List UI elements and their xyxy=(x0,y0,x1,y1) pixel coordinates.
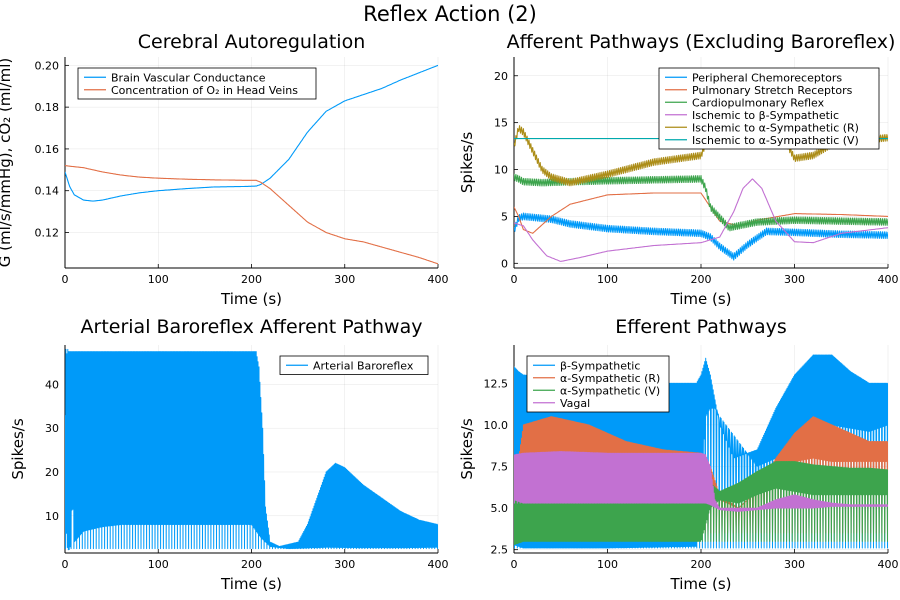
legend: Arterial Baroreflex xyxy=(279,355,429,375)
panel-3: Arterial Baroreflex Afferent Pathway 0 100… xyxy=(9,316,449,593)
x-axis-label: Time (s) xyxy=(220,575,282,593)
y-tick-label: 20 xyxy=(494,70,508,83)
panel-2: Afferent Pathways (Excluding Baroreflex)… xyxy=(458,31,899,308)
x-tick-label: 400 xyxy=(878,558,899,571)
y-tick-label: 2.5 xyxy=(491,544,509,557)
legend-entry: α-Sympathetic (R) xyxy=(560,372,660,385)
series-line-2 xyxy=(514,192,888,234)
y-tick-label: 0.14 xyxy=(35,185,60,198)
legend-box xyxy=(279,355,429,375)
y-tick-label: 12.5 xyxy=(484,377,509,390)
x-tick-label: 100 xyxy=(148,273,169,286)
x-axis-label: Time (s) xyxy=(670,575,732,593)
panel-1: Cerebral Autoregulation 0 100 200 300 400 0.12… xyxy=(0,31,449,308)
series-group xyxy=(65,64,438,265)
x-tick-label: 0 xyxy=(511,558,518,571)
series-line-4 xyxy=(514,451,888,512)
panel-4: Efferent Pathways 0 100 200 300 400 2.5 5.0 7.5 1… xyxy=(458,316,899,593)
series-group xyxy=(65,348,438,551)
y-tick-label: 0.20 xyxy=(35,59,60,72)
y-tick-label: 5 xyxy=(501,210,508,223)
y-axis-label: Spikes/s xyxy=(9,418,27,479)
series-group xyxy=(514,354,888,549)
y-tick-label: 10.0 xyxy=(484,419,509,432)
legend-box xyxy=(658,67,880,150)
panel-title: Afferent Pathways (Excluding Baroreflex) xyxy=(507,31,896,53)
legend-entry: Brain Vascular Conductance xyxy=(111,71,266,84)
panel-title: Cerebral Autoregulation xyxy=(138,31,366,53)
legend-entry: Arterial Baroreflex xyxy=(313,359,414,372)
y-tick-label: 7.5 xyxy=(491,460,509,473)
x-axis-label: Time (s) xyxy=(220,290,282,308)
legend-entry: Ischemic to β-Sympathetic xyxy=(692,109,839,122)
legend-entry: Vagal xyxy=(560,397,590,410)
y-axis-label: G (ml/s/mmHg), cO₂ (ml/ml) xyxy=(0,58,14,268)
x-tick-label: 400 xyxy=(428,273,449,286)
x-tick-label: 200 xyxy=(691,558,712,571)
y-tick-label: 15 xyxy=(494,117,508,130)
legend-entry: β-Sympathetic xyxy=(560,359,640,372)
figure-title: Reflex Action (2) xyxy=(363,2,537,26)
legend-entry: Ischemic to α-Sympathetic (V) xyxy=(692,134,859,147)
y-tick-label: 0.18 xyxy=(35,101,60,114)
x-tick-label: 200 xyxy=(241,273,262,286)
y-tick-label: 30 xyxy=(45,422,59,435)
series-line-1 xyxy=(65,348,438,551)
x-axis-label: Time (s) xyxy=(670,290,732,308)
y-tick-label: 40 xyxy=(45,378,59,391)
y-tick-label: 10 xyxy=(494,164,508,177)
legend-entry: Pulmonary Stretch Receptors xyxy=(692,84,853,97)
x-tick-label: 400 xyxy=(428,558,449,571)
x-tick-label: 300 xyxy=(334,558,355,571)
x-tick-label: 0 xyxy=(62,273,69,286)
y-tick-label: 10 xyxy=(45,510,59,523)
y-axis-label: Spikes/s xyxy=(458,418,476,479)
x-tick-label: 0 xyxy=(62,558,69,571)
legend-entry: Cardiopulmonary Reflex xyxy=(692,96,825,109)
x-tick-label: 300 xyxy=(784,273,805,286)
x-tick-label: 300 xyxy=(334,273,355,286)
x-tick-label: 0 xyxy=(511,273,518,286)
y-tick-label: 0.16 xyxy=(35,143,60,156)
series-line-2 xyxy=(65,165,438,265)
legend-entry: Concentration of O₂ in Head Veins xyxy=(111,84,298,97)
x-tick-label: 100 xyxy=(597,558,618,571)
legend-entry: Ischemic to α-Sympathetic (R) xyxy=(692,121,859,134)
series-line-1 xyxy=(65,64,438,202)
y-tick-label: 0.12 xyxy=(35,226,60,239)
y-tick-label: 5.0 xyxy=(491,502,509,515)
y-tick-label: 0 xyxy=(501,257,508,270)
legend: Brain Vascular ConductanceConcentration … xyxy=(77,67,317,100)
x-tick-label: 300 xyxy=(784,558,805,571)
x-tick-label: 200 xyxy=(691,273,712,286)
y-axis-label: Spikes/s xyxy=(458,132,476,193)
legend-entry: Peripheral Chemoreceptors xyxy=(692,71,842,84)
series-line-4 xyxy=(514,178,888,262)
series-line-1 xyxy=(514,212,888,261)
panel-title: Efferent Pathways xyxy=(615,316,786,338)
x-tick-label: 100 xyxy=(597,273,618,286)
x-tick-label: 100 xyxy=(148,558,169,571)
panel-title: Arterial Baroreflex Afferent Pathway xyxy=(81,316,423,338)
legend-box xyxy=(77,67,317,100)
y-tick-label: 20 xyxy=(45,466,59,479)
x-tick-label: 400 xyxy=(878,273,899,286)
legend-entry: α-Sympathetic (V) xyxy=(560,384,660,397)
x-tick-label: 200 xyxy=(241,558,262,571)
